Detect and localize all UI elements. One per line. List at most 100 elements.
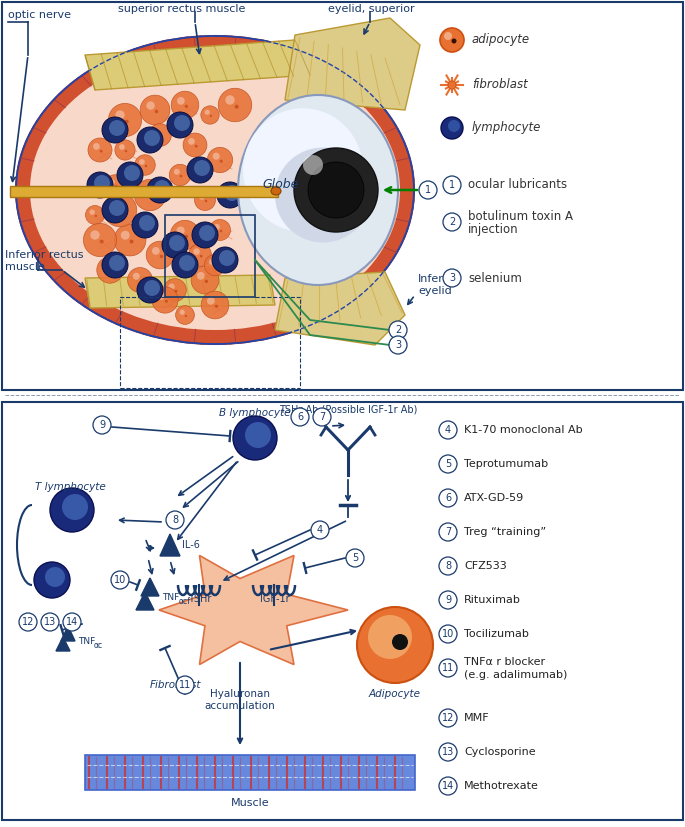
Circle shape (144, 280, 160, 296)
Circle shape (115, 184, 117, 187)
Text: Inferior rectus: Inferior rectus (5, 250, 84, 260)
Text: B lymphocyte: B lymphocyte (219, 408, 290, 418)
Text: 14: 14 (442, 781, 454, 791)
Circle shape (183, 133, 207, 157)
Circle shape (152, 247, 160, 255)
Circle shape (164, 279, 186, 301)
Circle shape (93, 416, 111, 434)
Circle shape (62, 494, 88, 520)
Circle shape (90, 209, 95, 215)
Polygon shape (85, 40, 310, 90)
FancyBboxPatch shape (10, 186, 278, 197)
Circle shape (191, 266, 219, 294)
Circle shape (439, 625, 457, 643)
Circle shape (174, 115, 190, 131)
Circle shape (219, 88, 252, 122)
Circle shape (147, 102, 155, 110)
FancyBboxPatch shape (2, 2, 683, 390)
Circle shape (220, 230, 223, 232)
Text: Treg “training”: Treg “training” (464, 527, 546, 537)
Circle shape (121, 231, 129, 240)
Circle shape (158, 293, 164, 299)
Circle shape (199, 225, 215, 241)
Text: Hyaluronan
accumulation: Hyaluronan accumulation (205, 689, 275, 710)
Circle shape (108, 103, 142, 136)
Text: Tocilizumab: Tocilizumab (464, 629, 529, 639)
Circle shape (100, 150, 103, 153)
Text: 7: 7 (445, 527, 451, 537)
Text: TSHr Ab (Possible IGF-1r Ab): TSHr Ab (Possible IGF-1r Ab) (279, 404, 417, 414)
Text: 4: 4 (445, 425, 451, 435)
Circle shape (219, 250, 235, 266)
Text: 3: 3 (395, 340, 401, 350)
Polygon shape (56, 637, 70, 651)
Circle shape (205, 110, 210, 115)
Text: 2: 2 (395, 325, 401, 335)
Circle shape (50, 488, 94, 532)
Circle shape (177, 227, 185, 235)
Circle shape (100, 240, 103, 244)
Circle shape (439, 523, 457, 541)
Text: 1: 1 (449, 180, 455, 190)
Circle shape (441, 117, 463, 139)
Circle shape (140, 280, 142, 283)
Circle shape (166, 511, 184, 529)
Circle shape (115, 110, 125, 120)
Circle shape (212, 153, 220, 160)
Circle shape (134, 179, 166, 211)
Text: optic nerve: optic nerve (8, 10, 71, 20)
Polygon shape (85, 275, 275, 308)
Circle shape (153, 128, 160, 135)
Text: TNF: TNF (162, 594, 179, 603)
Circle shape (149, 124, 171, 146)
Circle shape (368, 615, 412, 659)
Circle shape (311, 521, 329, 539)
Circle shape (313, 408, 331, 426)
Text: 5: 5 (352, 553, 358, 563)
Circle shape (185, 105, 188, 108)
Circle shape (389, 336, 407, 354)
Circle shape (141, 186, 150, 194)
Circle shape (439, 743, 457, 761)
Text: Globe: Globe (262, 178, 299, 191)
Circle shape (171, 91, 199, 119)
Circle shape (125, 150, 127, 152)
Circle shape (41, 613, 59, 631)
Circle shape (162, 232, 188, 258)
Text: Muscle: Muscle (231, 798, 269, 808)
Circle shape (389, 321, 407, 339)
Text: Adipocyte: Adipocyte (369, 689, 421, 699)
Circle shape (139, 215, 155, 231)
Text: 8: 8 (445, 561, 451, 571)
Circle shape (132, 212, 158, 238)
Circle shape (84, 223, 116, 256)
Ellipse shape (243, 108, 363, 232)
Circle shape (303, 155, 323, 175)
Circle shape (214, 304, 218, 308)
Circle shape (169, 235, 185, 251)
Circle shape (152, 287, 178, 313)
Circle shape (167, 112, 193, 138)
Circle shape (146, 241, 174, 269)
Circle shape (63, 613, 81, 631)
Circle shape (111, 571, 129, 589)
Circle shape (175, 306, 195, 324)
Text: IL-6: IL-6 (182, 540, 200, 550)
Circle shape (86, 206, 105, 224)
Circle shape (245, 422, 271, 448)
Circle shape (110, 270, 113, 273)
Circle shape (200, 255, 203, 257)
Text: selenium: selenium (468, 271, 522, 284)
Circle shape (187, 157, 213, 183)
Circle shape (205, 280, 208, 283)
Circle shape (109, 179, 115, 184)
Text: botulinum toxin A: botulinum toxin A (468, 211, 573, 223)
Circle shape (439, 455, 457, 473)
Text: 8: 8 (172, 515, 178, 525)
Text: 6: 6 (445, 493, 451, 503)
Ellipse shape (271, 187, 281, 195)
Text: lymphocyte: lymphocyte (472, 122, 541, 135)
Circle shape (448, 120, 460, 132)
Circle shape (194, 160, 210, 176)
Circle shape (210, 219, 230, 241)
